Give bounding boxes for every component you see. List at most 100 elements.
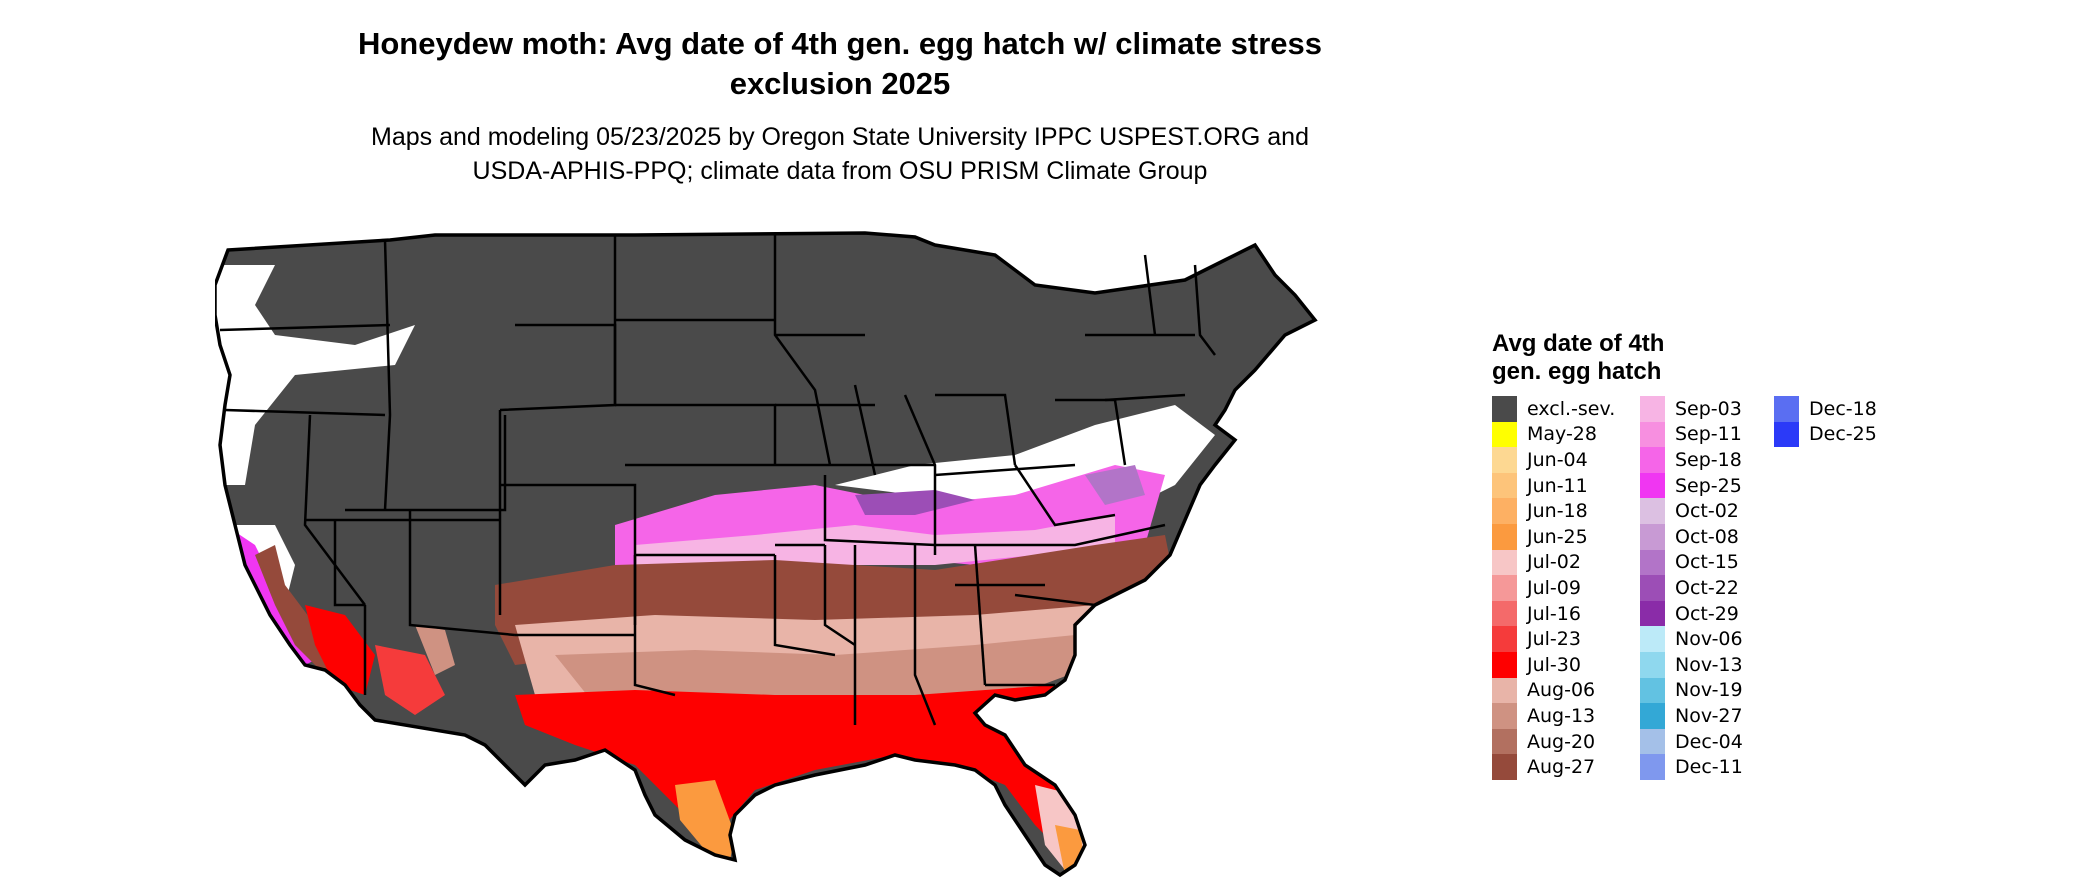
legend-label: Sep-18: [1675, 448, 1742, 471]
legend-column: Sep-03 Sep-11 Sep-18 Sep-25 Oct-02 Oct-08 Oct-…: [1640, 396, 1743, 780]
legend-swatch: [1492, 703, 1517, 729]
legend-label: Aug-27: [1527, 756, 1596, 779]
legend-swatch: [1492, 472, 1517, 499]
legend-title: Avg date of 4th gen. egg hatch: [1492, 330, 1992, 386]
legend-swatch: [1774, 421, 1799, 448]
hatch-date-raster: [215, 233, 1315, 875]
legend-label: Aug-13: [1527, 704, 1596, 727]
legend-swatch: [1640, 728, 1665, 755]
legend-item: Jun-18: [1492, 498, 1615, 524]
legend-swatch: [1640, 472, 1665, 499]
legend-label: Nov-06: [1675, 628, 1743, 651]
legend-swatch: [1640, 703, 1665, 729]
legend-item: Dec-18: [1774, 396, 1877, 422]
legend-swatch: [1640, 421, 1665, 448]
legend-item: Nov-13: [1640, 651, 1743, 678]
legend-column: Dec-18 Dec-25: [1774, 396, 1877, 448]
legend-item: Nov-06: [1640, 626, 1743, 652]
legend-swatch: [1640, 447, 1665, 473]
legend-item: Oct-29: [1640, 600, 1743, 627]
legend-swatch: [1492, 754, 1517, 780]
legend-item: Jul-23: [1492, 626, 1615, 652]
legend-label: Aug-20: [1527, 730, 1596, 753]
legend-item: Jul-09: [1492, 575, 1615, 601]
legend-label: excl.-sev.: [1527, 397, 1616, 420]
legend-label: Jun-04: [1527, 448, 1588, 471]
map-title-line-2: exclusion 2025: [729, 66, 951, 101]
legend-label: Oct-08: [1675, 525, 1739, 548]
legend-swatch: [1640, 754, 1665, 780]
legend-item: Jun-11: [1492, 472, 1615, 499]
legend-item: Jun-04: [1492, 447, 1615, 473]
legend-swatch: [1492, 575, 1517, 601]
legend-swatch: [1640, 523, 1665, 550]
legend-label: Dec-04: [1675, 730, 1743, 753]
legend-label: Sep-11: [1675, 423, 1742, 446]
legend-swatch: [1492, 600, 1517, 627]
map-title-line-1: Honeydew moth: Avg date of 4th gen. egg …: [357, 26, 1323, 61]
map-subtitle-line-1: Maps and modeling 05/23/2025 by Oregon S…: [371, 123, 1309, 151]
legend-label: Dec-11: [1675, 756, 1743, 779]
legend: Avg date of 4th gen. egg hatch excl.-sev…: [1492, 330, 1992, 796]
legend-item: Sep-25: [1640, 472, 1743, 499]
legend-label: Jun-18: [1527, 500, 1588, 523]
legend-item: Aug-06: [1492, 677, 1615, 704]
legend-label: Oct-15: [1675, 551, 1739, 574]
legend-swatch: [1492, 626, 1517, 652]
legend-swatch: [1640, 600, 1665, 627]
legend-item: Dec-25: [1774, 421, 1877, 448]
legend-item: Jul-02: [1492, 549, 1615, 576]
legend-swatch: [1640, 626, 1665, 652]
legend-label: Jul-02: [1527, 551, 1581, 574]
legend-item: Aug-27: [1492, 754, 1615, 780]
legend-item: Jul-16: [1492, 600, 1615, 627]
legend-swatch: [1640, 549, 1665, 576]
legend-swatch: [1640, 677, 1665, 704]
legend-item: Sep-11: [1640, 421, 1743, 448]
legend-label: Jul-16: [1527, 602, 1581, 625]
legend-item: Dec-11: [1640, 754, 1743, 780]
legend-label: Jul-30: [1527, 653, 1581, 676]
us-hatch-date-map: [215, 231, 1318, 878]
legend-item: Aug-20: [1492, 728, 1615, 755]
legend-label: Jul-09: [1527, 576, 1581, 599]
legend-item: Dec-04: [1640, 728, 1743, 755]
legend-item: Oct-08: [1640, 523, 1743, 550]
legend-label: Jun-11: [1527, 474, 1588, 497]
legend-label: Nov-19: [1675, 679, 1743, 702]
legend-swatch: [1492, 549, 1517, 576]
legend-item: Aug-13: [1492, 703, 1615, 729]
legend-label: May-28: [1527, 423, 1597, 446]
legend-swatch: [1492, 651, 1517, 678]
map-title: Honeydew moth: Avg date of 4th gen. egg …: [240, 24, 1440, 104]
map-subtitle-line-2: USDA-APHIS-PPQ; climate data from OSU PR…: [472, 157, 1208, 185]
legend-item: Nov-19: [1640, 677, 1743, 704]
legend-items: excl.-sev. May-28 Jun-04 Jun-11 Jun-18 Jun-25…: [1492, 396, 1992, 796]
legend-item: Jun-25: [1492, 523, 1615, 550]
legend-swatch: [1492, 677, 1517, 704]
legend-label: Sep-03: [1675, 397, 1742, 420]
legend-item: Jul-30: [1492, 651, 1615, 678]
legend-label: Oct-02: [1675, 500, 1739, 523]
legend-label: Oct-29: [1675, 602, 1739, 625]
legend-swatch: [1492, 421, 1517, 448]
legend-column: excl.-sev. May-28 Jun-04 Jun-11 Jun-18 Jun-25…: [1492, 396, 1615, 780]
legend-item: Oct-22: [1640, 575, 1743, 601]
legend-label: Nov-13: [1675, 653, 1743, 676]
map-subtitle: Maps and modeling 05/23/2025 by Oregon S…: [240, 120, 1440, 188]
legend-swatch: [1492, 498, 1517, 524]
legend-item: excl.-sev.: [1492, 396, 1615, 422]
legend-swatch: [1492, 728, 1517, 755]
legend-swatch: [1492, 447, 1517, 473]
legend-item: Oct-15: [1640, 549, 1743, 576]
legend-swatch: [1492, 396, 1517, 422]
legend-title-line-2: gen. egg hatch: [1492, 358, 1662, 385]
legend-swatch: [1640, 575, 1665, 601]
legend-item: Sep-03: [1640, 396, 1743, 422]
legend-swatch: [1640, 498, 1665, 524]
legend-label: Sep-25: [1675, 474, 1742, 497]
legend-label: Aug-06: [1527, 679, 1596, 702]
legend-item: Oct-02: [1640, 498, 1743, 524]
legend-title-line-1: Avg date of 4th: [1492, 330, 1665, 357]
legend-swatch: [1640, 396, 1665, 422]
